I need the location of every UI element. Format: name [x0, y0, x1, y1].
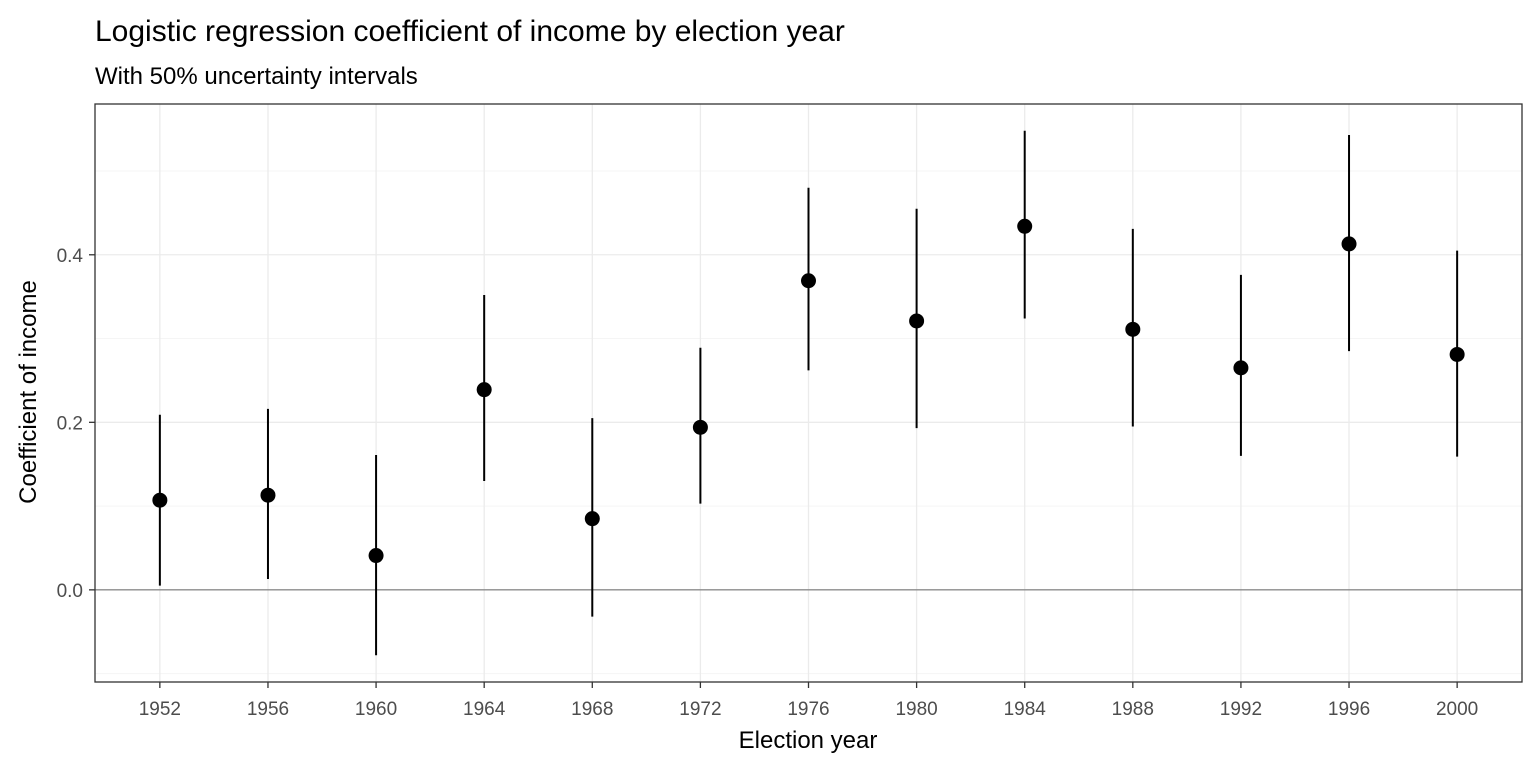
- x-tick-label: 2000: [1436, 699, 1478, 720]
- data-point: [1233, 360, 1249, 376]
- data-point: [368, 548, 384, 564]
- data-layer: [152, 130, 1465, 656]
- data-point: [1341, 236, 1357, 252]
- chart-title: Logistic regression coefficient of incom…: [95, 15, 845, 48]
- chart-subtitle: With 50% uncertainty intervals: [95, 63, 418, 90]
- data-point: [1017, 218, 1033, 234]
- x-tick-label: 1996: [1328, 699, 1370, 720]
- y-axis-title: Coefficient of income: [15, 280, 42, 504]
- x-tick-label: 1960: [355, 699, 397, 720]
- x-axis-title: Election year: [739, 727, 878, 754]
- x-tick-label: 1988: [1112, 699, 1154, 720]
- x-tick-label: 1952: [139, 699, 181, 720]
- y-tick-label: 0.2: [57, 413, 83, 434]
- x-tick-label: 1968: [571, 699, 613, 720]
- data-point: [801, 273, 816, 289]
- data-point: [1449, 346, 1465, 362]
- data-point: [152, 492, 168, 508]
- x-tick-label: 1980: [895, 699, 937, 720]
- y-tick-label: 0.0: [57, 581, 83, 602]
- data-point: [1125, 321, 1141, 337]
- data-point: [260, 487, 276, 503]
- x-tick-label: 1956: [247, 699, 289, 720]
- x-tick-label: 1976: [787, 699, 829, 720]
- y-tick-label: 0.4: [57, 246, 84, 267]
- data-point: [584, 511, 600, 527]
- data-point: [476, 382, 492, 398]
- axis-layer: 0.0 0.2 0.4 1952 1956 1960 1964 1968 1972 1976 198…: [57, 246, 1479, 720]
- x-tick-label: 1984: [1004, 699, 1047, 720]
- data-point: [909, 313, 925, 329]
- x-tick-label: 1964: [463, 699, 506, 720]
- x-tick-label: 1972: [679, 699, 721, 720]
- x-tick-label: 1992: [1220, 699, 1262, 720]
- data-point: [692, 419, 708, 435]
